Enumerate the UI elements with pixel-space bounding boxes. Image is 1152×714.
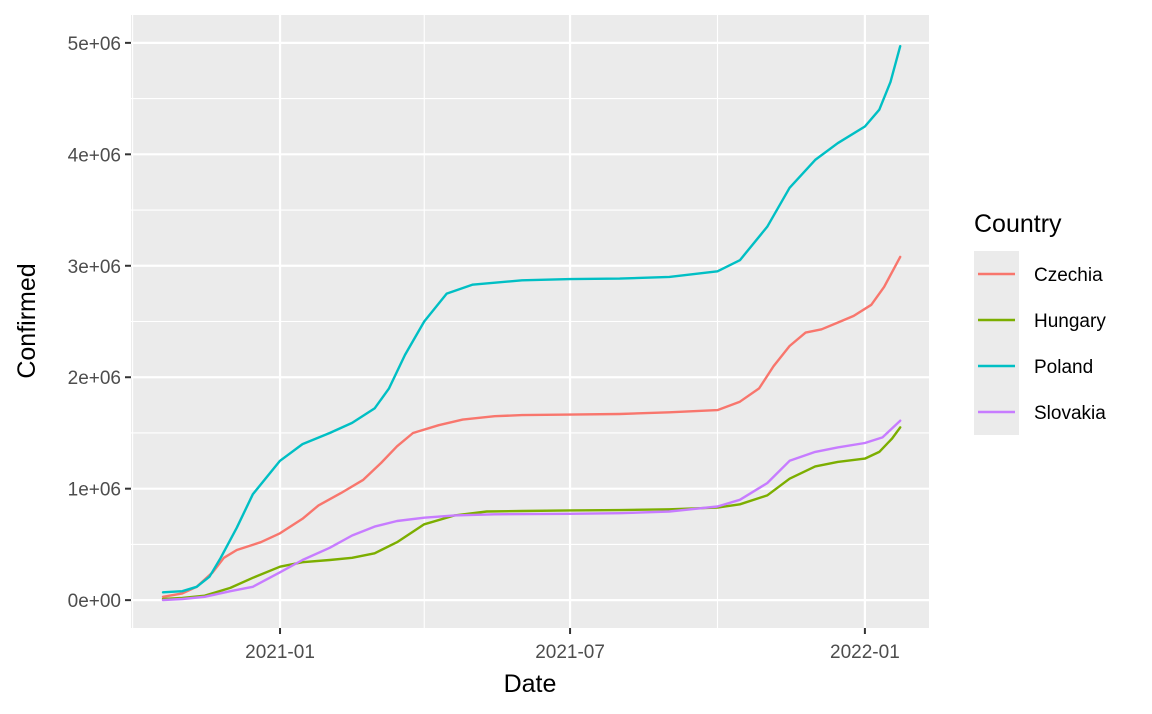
legend-key-background xyxy=(974,251,1019,435)
x-axis: 2021-01 2021-07 2022-01 xyxy=(245,628,900,663)
y-tick-label: 3e+06 xyxy=(68,257,121,278)
legend: Country Czechia Hungary Poland Slovakia xyxy=(974,210,1106,435)
y-tick-label: 1e+06 xyxy=(68,480,121,501)
series-line-hungary xyxy=(161,426,902,601)
y-tick-label: 0e+00 xyxy=(68,591,121,612)
y-axis-title: Confirmed xyxy=(13,263,41,378)
major-grid xyxy=(131,15,929,628)
y-tick-label: 2e+06 xyxy=(68,368,121,389)
series-line-slovakia xyxy=(161,419,902,602)
y-axis: 0e+00 1e+06 2e+06 3e+06 4e+06 5e+06 xyxy=(68,34,131,612)
legend-label: Slovakia xyxy=(1034,403,1106,424)
x-axis-title: Date xyxy=(504,670,557,698)
legend-label: Poland xyxy=(1034,357,1093,378)
series-lines xyxy=(161,45,902,602)
x-tick-label: 2021-01 xyxy=(245,642,315,663)
legend-title: Country xyxy=(974,210,1062,238)
series-line-czechia xyxy=(161,255,902,598)
legend-label: Czechia xyxy=(1034,265,1103,286)
y-tick-label: 5e+06 xyxy=(68,34,121,55)
series-line-poland xyxy=(161,45,902,594)
x-tick-label: 2021-07 xyxy=(535,642,605,663)
y-tick-label: 4e+06 xyxy=(68,145,121,166)
legend-label: Hungary xyxy=(1034,311,1106,332)
x-tick-label: 2022-01 xyxy=(830,642,900,663)
